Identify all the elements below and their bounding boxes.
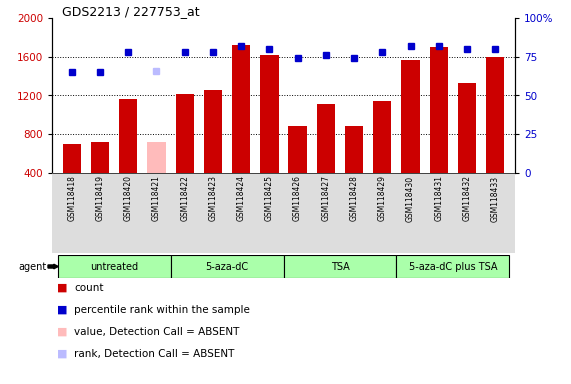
Text: GSM118433: GSM118433 <box>490 175 500 222</box>
Text: GSM118429: GSM118429 <box>378 175 387 222</box>
Bar <box>317 104 335 173</box>
Text: rank, Detection Call = ABSENT: rank, Detection Call = ABSENT <box>74 349 235 359</box>
Text: GSM118419: GSM118419 <box>95 175 104 222</box>
Bar <box>119 99 138 173</box>
Text: GSM118421: GSM118421 <box>152 175 161 221</box>
Bar <box>91 142 109 173</box>
Text: GSM118424: GSM118424 <box>236 175 246 222</box>
Text: GSM118431: GSM118431 <box>435 175 443 222</box>
Bar <box>58 255 171 278</box>
Bar <box>396 255 509 278</box>
Bar <box>147 142 166 173</box>
Text: untreated: untreated <box>90 262 138 271</box>
Text: ■: ■ <box>57 283 67 293</box>
Text: GSM118420: GSM118420 <box>124 175 132 222</box>
Bar <box>429 47 448 173</box>
Text: GSM118428: GSM118428 <box>349 175 359 221</box>
Bar <box>175 94 194 173</box>
Text: GDS2213 / 227753_at: GDS2213 / 227753_at <box>62 5 200 18</box>
Bar <box>260 55 279 173</box>
Bar <box>345 126 363 173</box>
Text: GSM118418: GSM118418 <box>67 175 77 221</box>
Text: GSM118422: GSM118422 <box>180 175 189 221</box>
Text: value, Detection Call = ABSENT: value, Detection Call = ABSENT <box>74 327 239 337</box>
Text: GSM118426: GSM118426 <box>293 175 302 222</box>
Text: percentile rank within the sample: percentile rank within the sample <box>74 305 250 315</box>
Bar <box>283 255 396 278</box>
Text: GSM118425: GSM118425 <box>265 175 274 222</box>
Text: agent: agent <box>19 262 47 271</box>
Text: 5-aza-dC: 5-aza-dC <box>206 262 248 271</box>
Text: GSM118432: GSM118432 <box>463 175 472 222</box>
Text: 5-aza-dC plus TSA: 5-aza-dC plus TSA <box>409 262 497 271</box>
Bar <box>373 101 392 173</box>
Text: TSA: TSA <box>331 262 349 271</box>
Text: ■: ■ <box>57 305 67 315</box>
Bar <box>288 126 307 173</box>
Text: GSM118427: GSM118427 <box>321 175 331 222</box>
Bar <box>401 60 420 173</box>
Bar <box>232 45 250 173</box>
Bar <box>204 90 222 173</box>
Bar <box>486 57 504 173</box>
Text: GSM118430: GSM118430 <box>406 175 415 222</box>
Text: GSM118423: GSM118423 <box>208 175 218 222</box>
Text: ■: ■ <box>57 349 67 359</box>
Text: count: count <box>74 283 103 293</box>
Bar <box>63 144 81 173</box>
Text: ■: ■ <box>57 327 67 337</box>
Bar <box>458 83 476 173</box>
Bar <box>171 255 283 278</box>
